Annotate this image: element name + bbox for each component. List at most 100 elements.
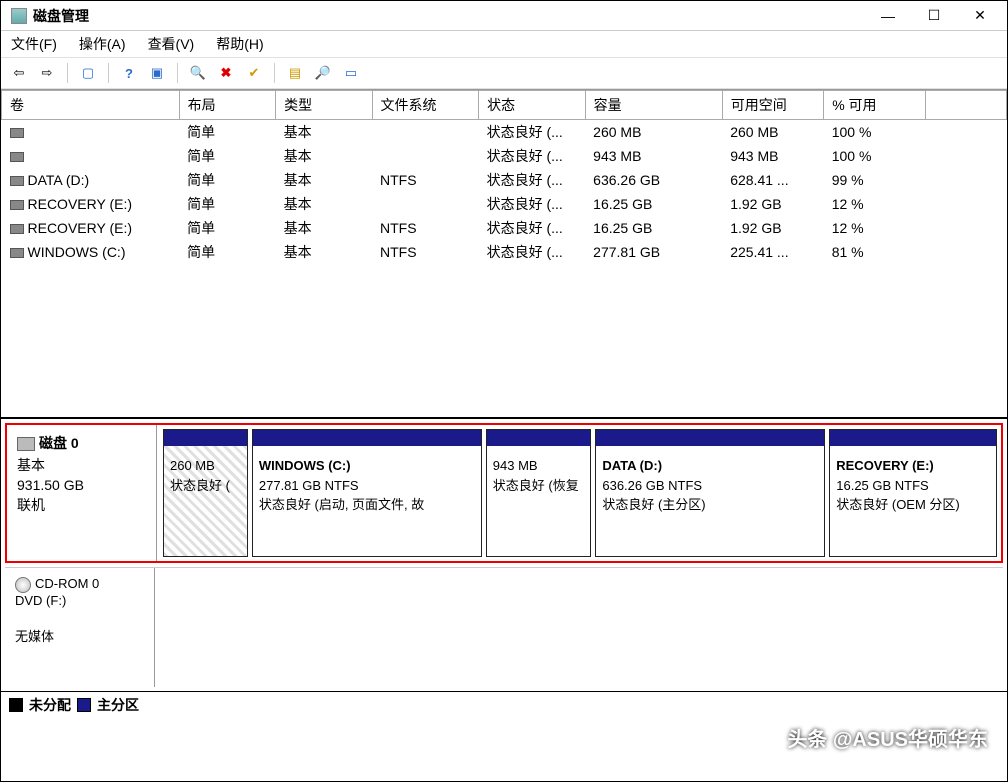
minimize-button[interactable]: — [865,2,911,30]
partition-name: DATA (D:) [602,456,818,476]
cell-layout: 简单 [179,168,275,192]
col-pctfree[interactable]: % 可用 [824,91,926,120]
refresh-icon: ▣ [151,65,163,81]
delete-button[interactable]: ✖ [214,61,238,85]
disk-online: 联机 [17,495,146,515]
close-button[interactable]: ✕ [957,2,1003,30]
partition-size: 277.81 GB NTFS [259,476,475,496]
find-button[interactable]: 🔍 [186,61,210,85]
partition[interactable]: 943 MB状态良好 (恢复 [486,429,592,557]
arrow-right-icon: ⇨ [42,65,53,81]
table-row[interactable]: WINDOWS (C:)简单基本NTFS状态良好 (...277.81 GB22… [2,240,1007,264]
cell-fs [372,144,479,168]
cell-type: 基本 [276,120,372,145]
back-button[interactable]: ⇦ [7,61,31,85]
cell-layout: 简单 [179,192,275,216]
col-fs[interactable]: 文件系统 [372,91,479,120]
table-row[interactable]: RECOVERY (E:)简单基本状态良好 (...16.25 GB1.92 G… [2,192,1007,216]
toolbar: ⇦ ⇨ ▢ ? ▣ 🔍 ✖ ✔ ▤ 🔎 ▭ [1,57,1007,89]
partition-header [596,430,824,446]
cell-layout: 简单 [179,216,275,240]
disk-label: 磁盘 0 [39,435,79,451]
delete-icon: ✖ [221,65,232,81]
col-type[interactable]: 类型 [276,91,372,120]
partition[interactable]: RECOVERY (E:)16.25 GB NTFS状态良好 (OEM 分区) [829,429,997,557]
menu-help[interactable]: 帮助(H) [212,32,267,56]
partition-header [487,430,591,446]
table-row[interactable]: DATA (D:)简单基本NTFS状态良好 (...636.26 GB628.4… [2,168,1007,192]
up-button[interactable]: ▢ [76,61,100,85]
partition-status: 状态良好 ( [170,476,241,496]
cell-free: 628.41 ... [722,168,824,192]
disk-type: 基本 [17,455,146,475]
cell-type: 基本 [276,240,372,264]
menu-action[interactable]: 操作(A) [75,32,130,56]
table-row[interactable]: 简单基本状态良好 (...260 MB260 MB100 % [2,120,1007,145]
cell-cap: 277.81 GB [585,240,722,264]
cell-type: 基本 [276,192,372,216]
partition-status: 状态良好 (恢复 [493,476,585,496]
col-status[interactable]: 状态 [479,91,586,120]
refresh-button[interactable]: ▣ [145,61,169,85]
cell-status: 状态良好 (... [479,120,586,145]
prop3-button[interactable]: ▭ [339,61,363,85]
partition-header [253,430,481,446]
partition[interactable]: 260 MB状态良好 ( [163,429,248,557]
col-volume[interactable]: 卷 [2,91,180,120]
legend-primary-label: 主分区 [97,695,139,715]
volume-name: DATA (D:) [28,172,90,188]
cell-status: 状态良好 (... [479,216,586,240]
cell-cap: 16.25 GB [585,192,722,216]
cell-pct: 12 % [824,192,926,216]
menu-file[interactable]: 文件(F) [7,32,61,56]
prop1-button[interactable]: ▤ [283,61,307,85]
table-row[interactable]: 简单基本状态良好 (...943 MB943 MB100 % [2,144,1007,168]
cell-status: 状态良好 (... [479,144,586,168]
cell-pct: 81 % [824,240,926,264]
col-free[interactable]: 可用空间 [722,91,824,120]
disk-0-info: 磁盘 0 基本 931.50 GB 联机 [7,425,157,561]
partition[interactable]: WINDOWS (C:)277.81 GB NTFS状态良好 (启动, 页面文件… [252,429,482,557]
cdrom-icon [15,577,31,593]
disk-0[interactable]: 磁盘 0 基本 931.50 GB 联机 260 MB状态良好 (WINDOWS… [5,423,1003,563]
partition[interactable]: DATA (D:)636.26 GB NTFS状态良好 (主分区) [595,429,825,557]
window-buttons: — ☐ ✕ [865,2,1003,30]
partition-size: 943 MB [493,456,585,476]
prop2-button[interactable]: 🔎 [311,61,335,85]
volume-name: RECOVERY (E:) [28,196,133,212]
separator [108,63,109,83]
legend: 未分配 主分区 [1,691,1007,717]
legend-unalloc-swatch [9,698,23,712]
cell-fs: NTFS [372,240,479,264]
partition-body: 260 MB状态良好 ( [164,446,247,556]
forward-button[interactable]: ⇨ [35,61,59,85]
partition-body: 943 MB状态良好 (恢复 [487,446,591,556]
volume-icon [10,224,24,234]
help-icon: ? [125,66,133,81]
table-header-row: 卷 布局 类型 文件系统 状态 容量 可用空间 % 可用 [2,91,1007,120]
cell-type: 基本 [276,168,372,192]
col-capacity[interactable]: 容量 [585,91,722,120]
volume-name: RECOVERY (E:) [28,220,133,236]
cell-fs: NTFS [372,216,479,240]
disk-size: 931.50 GB [17,477,146,493]
check-button[interactable]: ✔ [242,61,266,85]
check-icon: ✔ [249,65,260,81]
cell-free: 943 MB [722,144,824,168]
partition-status: 状态良好 (主分区) [602,495,818,515]
volume-icon [10,200,24,210]
col-layout[interactable]: 布局 [179,91,275,120]
help-button[interactable]: ? [117,61,141,85]
cdrom-info: CD-ROM 0 DVD (F:) 无媒体 [5,568,155,687]
cell-status: 状态良好 (... [479,240,586,264]
menu-view[interactable]: 查看(V) [144,32,199,56]
maximize-button[interactable]: ☐ [911,2,957,30]
up-icon: ▢ [82,65,94,81]
cdrom-empty [155,568,1003,687]
separator [274,63,275,83]
table-row[interactable]: RECOVERY (E:)简单基本NTFS状态良好 (...16.25 GB1.… [2,216,1007,240]
cdrom-sub: DVD (F:) [15,593,144,608]
partition-header [830,430,996,446]
cdrom-0[interactable]: CD-ROM 0 DVD (F:) 无媒体 [5,567,1003,687]
partition-name: WINDOWS (C:) [259,456,475,476]
